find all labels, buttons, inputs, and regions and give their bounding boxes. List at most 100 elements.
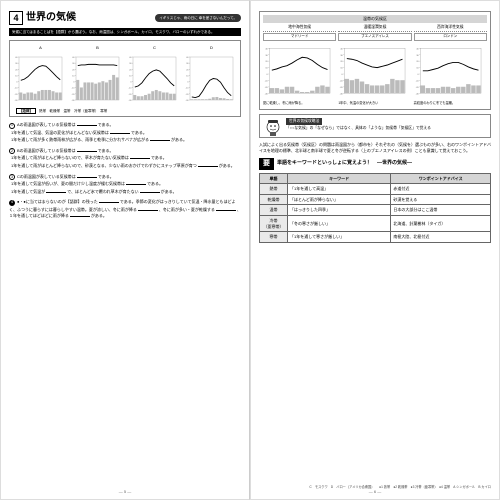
climate-caption: 高緯度のわりに冬でも温暖。 [414, 102, 487, 106]
chart-label: C [127, 45, 182, 51]
answer-blank[interactable] [150, 136, 170, 141]
svg-text:0: 0 [130, 82, 132, 84]
svg-text:20: 20 [186, 70, 189, 72]
question-item: 1Aの雨温図が表している気候帯はである。1年を通して気温、気温の変化がほとんどな… [9, 121, 241, 143]
answer-blank[interactable] [46, 188, 66, 193]
table-header: 単語 [260, 173, 288, 184]
section-number: 4 [9, 11, 23, 25]
table-cell: 温帯 [260, 205, 288, 216]
table-row: 冷帯（亜寒帯） 「冬の寒さが厳しい」 北海道、針葉樹林（タイガ） [260, 216, 491, 232]
climograph-box: A -30-20-10010203040 B -30-20-1001020304… [9, 40, 241, 117]
svg-text:0: 0 [73, 82, 75, 84]
svg-text:-10: -10 [265, 80, 269, 82]
svg-text:-20: -20 [129, 94, 133, 96]
svg-text:10: 10 [129, 76, 132, 78]
question-item: 2Bの雨温図が表している気候帯はである。1年を通して雨がほとんど降らないので、草… [9, 147, 241, 169]
table-row: 熱帯 「1年を通して高温」 赤道付近 [260, 184, 491, 195]
question-line: 1年を通して雨がほとんど降らないので、砂漠となる、少ない雨のおかげでわずかにステ… [11, 162, 241, 169]
svg-text:30: 30 [72, 64, 75, 66]
table-cell: 熱帯 [260, 184, 288, 195]
answer-blank[interactable] [70, 212, 90, 217]
summary-title: 単語をキーワードといっしょに覚えよう！ ―世界の気候― [277, 160, 412, 167]
svg-text:0: 0 [267, 74, 269, 76]
question-line: 1年を通して気温がで、ほとんど氷で覆われ草木が育たないがある。 [11, 188, 241, 195]
svg-text:-20: -20 [72, 94, 76, 96]
table-row: 温帯 「はっきりした四季」 日本の大部分はここ温帯 [260, 205, 491, 216]
answer-blank[interactable] [77, 147, 97, 152]
svg-text:-10: -10 [415, 80, 419, 82]
answer-blank[interactable] [130, 154, 150, 159]
question-number: 4 [9, 200, 15, 206]
left-page: 4 世界の気候 イギリスじゃ、雨の日に 傘を差さないんだって。 気候に当てはまる… [0, 0, 250, 500]
body-paragraph: 入試によく出る気候帯（気候区）の問題は雨温図から（都市を）それぞれの（気候を）選… [259, 142, 491, 154]
answer-blank[interactable] [216, 206, 236, 211]
svg-text:30: 30 [341, 55, 344, 57]
svg-text:30: 30 [15, 64, 18, 66]
svg-text:40: 40 [186, 57, 189, 59]
svg-text:-20: -20 [415, 87, 419, 89]
question-line: 1年を通して雨が多く熱帯雨林が広がる、雨季と乾季に分かれサバナが広がるがある。 [11, 136, 241, 143]
climate-panel: 温帯の気候区 地中海性気候 マドリード -30-20-10010203040 夏… [259, 11, 491, 110]
question-line: 1年を通して雨がほとんど降らないので、草木が育たない気候帯はである。 [11, 154, 241, 161]
table-cell: 「1年を通して高温」 [288, 184, 391, 195]
table-cell: 「冬の寒さが厳しい」 [288, 216, 391, 232]
svg-text:-30: -30 [265, 93, 269, 95]
answer-blank[interactable] [77, 121, 97, 126]
svg-text:40: 40 [416, 48, 419, 50]
svg-text:-30: -30 [72, 100, 76, 102]
svg-text:-10: -10 [129, 88, 133, 90]
climate-caption: 1年中、気温の変化が大きい [338, 102, 411, 106]
section-title: 世界の気候 [26, 11, 76, 25]
svg-text:0: 0 [187, 82, 189, 84]
svg-text:20: 20 [416, 61, 419, 63]
summary-badge: 要 [259, 158, 274, 170]
question-list: 1Aの雨温図が表している気候帯はである。1年を通して気温、気温の変化がほとんどな… [9, 121, 241, 219]
panel-header: 温帯の気候区 [263, 15, 487, 23]
svg-text:-20: -20 [186, 94, 190, 96]
table-cell: 赤道付近 [391, 184, 491, 195]
question-item: 4●・●に当てはまらないのが【語群】の残ったである。季節の変化がはっきりしていて… [9, 198, 241, 219]
svg-text:10: 10 [265, 67, 268, 69]
svg-text:20: 20 [72, 70, 75, 72]
answer-blank[interactable] [126, 180, 146, 185]
question-line: 1年を通して気温、気温の変化がほとんどない気候帯はである。 [11, 129, 241, 136]
table-cell: 「はっきりした四季」 [288, 205, 391, 216]
question-number: 1 [9, 123, 15, 129]
climate-cell: 地中海性気候 マドリード -30-20-10010203040 夏に乾燥し、冬に… [263, 25, 336, 106]
climate-type: 西岸海洋性気候 [414, 25, 487, 32]
svg-text:-20: -20 [265, 87, 269, 89]
answer-footnote: C モスクワ D バロー（アメリカ合衆国） ●1 熱帯 ●2 乾燥帯 ●3 冷帯… [259, 485, 491, 489]
climate-type: 温暖湿潤気候 [338, 25, 411, 32]
answer-blank[interactable] [198, 162, 218, 167]
city-name: ブエノスアイレス [338, 33, 411, 41]
answer-blank[interactable] [138, 206, 158, 211]
svg-text:20: 20 [15, 70, 18, 72]
svg-text:0: 0 [342, 74, 344, 76]
svg-text:10: 10 [72, 76, 75, 78]
summary-table: 単語キーワードワンポイントアドバイス 熱帯 「1年を通して高温」 赤道付近 乾燥… [259, 173, 491, 243]
svg-text:-20: -20 [15, 94, 19, 96]
svg-text:-30: -30 [129, 100, 133, 102]
svg-text:40: 40 [341, 48, 344, 50]
answer-blank[interactable] [110, 129, 130, 134]
svg-text:40: 40 [15, 57, 18, 59]
chart-label: D [184, 45, 239, 51]
word-bank-text: 熱帯 乾燥帯 温帯 冷帯（亜寒帯） 寒帯 [39, 109, 107, 113]
climograph: A -30-20-10010203040 [13, 45, 68, 107]
answer-blank[interactable] [140, 188, 160, 193]
svg-text:-30: -30 [186, 100, 190, 102]
tip-box: 世界の気候攻略法 「○○な気候」の「なぜなら」ではなく、具体の「ような」気候帯「… [259, 114, 491, 138]
svg-text:10: 10 [15, 76, 18, 78]
table-cell: 砂漠を覚える [391, 194, 491, 205]
table-cell: 「1年を通して寒さが厳しい」 [288, 232, 391, 243]
svg-text:40: 40 [72, 57, 75, 59]
answer-blank[interactable] [99, 198, 119, 203]
answer-blank[interactable] [77, 173, 97, 178]
table-cell: 「ほとんど雨が降らない」 [288, 194, 391, 205]
table-header: ワンポイントアドバイス [391, 173, 491, 184]
svg-text:30: 30 [186, 64, 189, 66]
mascot-icon [263, 118, 283, 138]
table-cell: 日本の大部分はここ温帯 [391, 205, 491, 216]
section-header: 4 世界の気候 イギリスじゃ、雨の日に 傘を差さないんだって。 [9, 11, 241, 25]
instruction-bar: 気候に当てはまることばを【語群】から選ぼう。なお、雨温図は、シンガポール、カイロ… [9, 28, 241, 36]
